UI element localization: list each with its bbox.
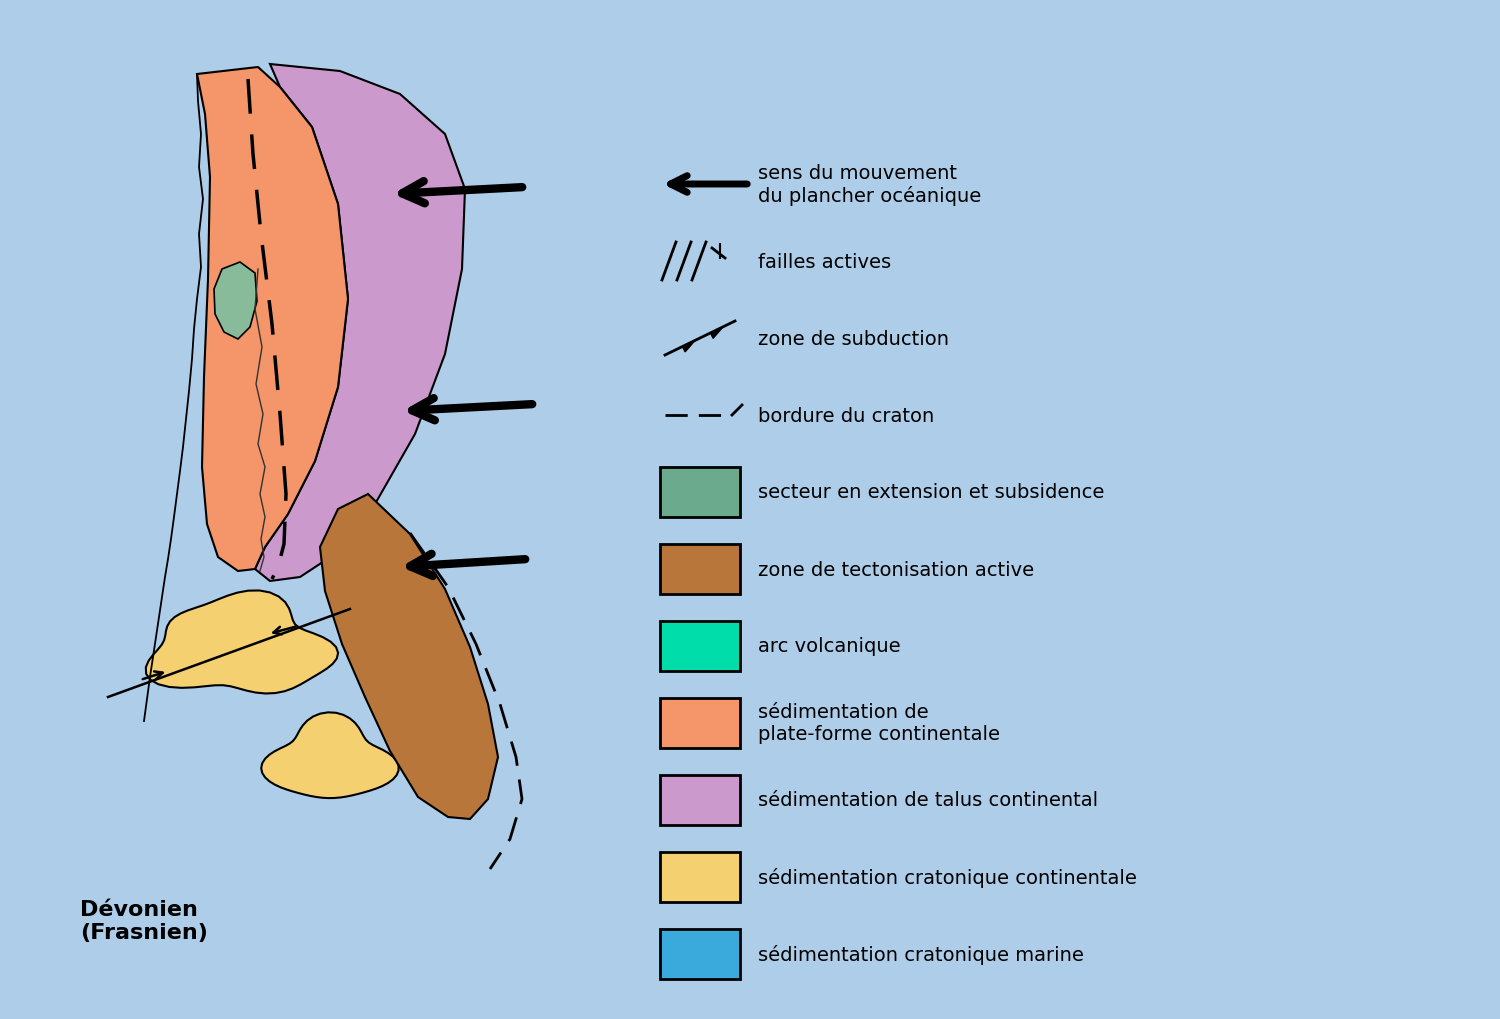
FancyBboxPatch shape — [660, 775, 740, 825]
Polygon shape — [711, 327, 723, 339]
Polygon shape — [255, 65, 465, 582]
Polygon shape — [261, 712, 399, 798]
Polygon shape — [146, 591, 338, 694]
Text: sédimentation de
plate-forme continentale: sédimentation de plate-forme continental… — [758, 703, 1000, 744]
Text: sédimentation cratonique marine: sédimentation cratonique marine — [758, 944, 1084, 964]
FancyBboxPatch shape — [660, 698, 740, 748]
Text: Dévonien
(Frasnien): Dévonien (Frasnien) — [80, 899, 209, 943]
Polygon shape — [320, 494, 498, 819]
FancyBboxPatch shape — [660, 929, 740, 979]
Polygon shape — [196, 68, 348, 572]
Text: sens du mouvement
du plancher océanique: sens du mouvement du plancher océanique — [758, 164, 981, 206]
Text: sédimentation de talus continental: sédimentation de talus continental — [758, 791, 1098, 810]
FancyBboxPatch shape — [660, 468, 740, 518]
FancyBboxPatch shape — [660, 622, 740, 672]
Text: sédimentation cratonique continentale: sédimentation cratonique continentale — [758, 867, 1137, 888]
Text: failles actives: failles actives — [758, 253, 891, 271]
FancyBboxPatch shape — [660, 852, 740, 902]
Text: zone de tectonisation active: zone de tectonisation active — [758, 560, 1034, 579]
Polygon shape — [214, 263, 256, 339]
FancyBboxPatch shape — [660, 544, 740, 594]
Text: secteur en extension et subsidence: secteur en extension et subsidence — [758, 483, 1104, 502]
Polygon shape — [682, 341, 694, 353]
Text: arc volcanique: arc volcanique — [758, 637, 900, 656]
Text: zone de subduction: zone de subduction — [758, 329, 950, 348]
Text: bordure du craton: bordure du craton — [758, 407, 934, 425]
